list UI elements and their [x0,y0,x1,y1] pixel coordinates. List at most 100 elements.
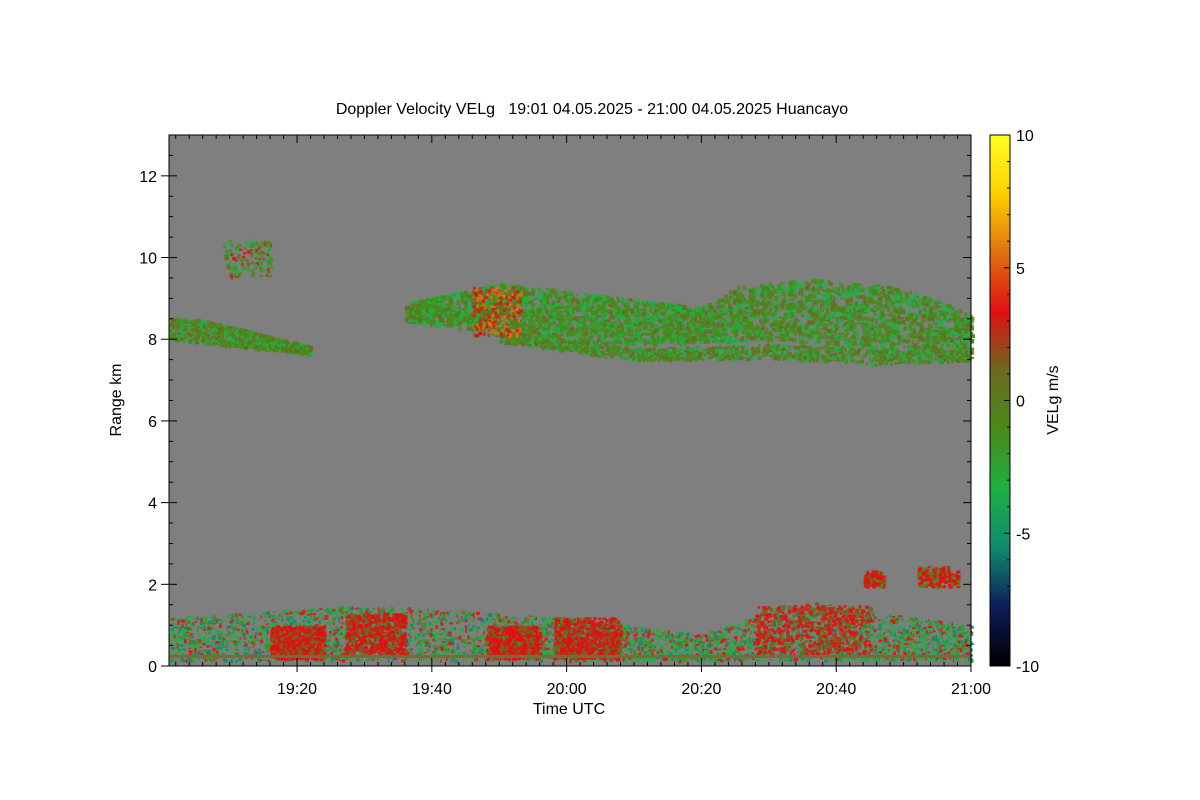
echo-pixel [916,345,922,350]
echo-pixel [277,344,281,348]
echo-pixel [199,322,203,326]
echo-pixel [898,304,903,307]
echo-pixel [732,299,737,305]
echo-pixel [227,266,232,270]
echo-pixel [238,329,242,333]
echo-pixel [752,291,757,295]
echo-pixel [235,336,240,341]
echo-pixel [487,324,491,329]
echo-pixel [276,337,280,341]
echo-pixel [538,321,542,325]
echo-pixel [232,266,237,271]
echo-pixel [538,299,542,302]
echo-pixel [874,339,880,343]
echo-pixel [255,347,258,351]
echo-pixel [905,294,909,299]
echo-pixel [272,349,275,353]
echo-pixel [934,337,940,342]
echo-pixel [569,330,575,336]
echo-pixel [596,340,599,345]
echo-pixel [775,335,780,339]
echo-pixel [209,338,212,342]
echo-pixel [792,285,797,290]
echo-pixel [925,310,930,315]
echo-pixel [821,303,825,307]
echo-pixel [602,342,605,345]
echo-pixel [171,336,175,341]
echo-pixel [700,336,705,340]
echo-pixel [618,328,622,332]
echo-pixel [603,323,607,327]
echo-pixel [175,325,179,329]
echo-pixel [536,331,541,335]
echo-pixel [244,258,247,262]
echo-pixel [910,327,916,332]
echo-pixel [733,329,738,334]
echo-pixel [923,306,927,312]
echo-pixel [233,334,236,338]
echo-pixel [585,297,589,301]
echo-pixel [304,345,308,349]
echo-pixel [933,323,938,326]
echo-pixel [222,324,227,328]
echo-pixel [819,314,823,317]
echo-pixel [883,304,888,309]
echo-pixel [643,338,647,342]
echo-pixel [184,330,187,334]
echo-pixel [260,241,264,245]
echo-pixel [228,239,232,243]
echo-pixel [929,305,932,309]
echo-pixel [285,350,288,353]
echo-pixel [663,318,666,322]
echo-pixel [922,314,926,319]
echo-pixel [255,248,258,253]
echo-pixel [537,326,542,330]
echo-pixel [246,264,249,269]
echo-pixel [681,322,686,325]
echo-pixel [232,253,235,256]
echo-pixel [247,244,251,248]
echo-pixel [774,327,778,333]
echo-pixel [909,299,912,304]
echo-pixel [678,307,681,312]
echo-pixel [887,326,892,330]
echo-pixel [550,305,555,309]
echo-pixel [887,313,890,317]
echo-pixel [554,306,559,309]
echo-pixel [878,292,882,297]
echo-pixel [448,301,454,307]
echo-pixel [442,295,446,300]
echo-pixel [221,333,226,337]
echo-pixel [857,290,861,296]
echo-pixel [281,340,286,343]
echo-pixel [856,305,861,311]
echo-pixel [562,329,566,335]
echo-pixel [228,241,233,246]
echo-pixel [711,339,716,343]
echo-pixel [183,332,187,336]
echo-pixel [558,293,563,297]
echo-pixel [915,322,920,325]
echo-pixel [690,319,693,324]
echo-pixel [916,325,919,328]
echo-pixel [686,338,689,342]
echo-pixel [262,335,266,339]
echo-pixel [540,317,543,320]
echo-pixel [704,305,710,308]
echo-pixel [303,346,306,350]
echo-pixel [867,344,871,348]
echo-pixel [227,251,232,256]
echo-pixel [881,338,886,342]
echo-pixel [241,265,246,270]
echo-pixel [947,307,951,312]
echo-pixel [839,288,843,291]
echo-pixel [729,315,734,319]
echo-pixel [966,343,971,349]
echo-pixel [183,320,188,325]
echo-pixel [244,241,248,245]
echo-pixel [182,323,186,326]
echo-pixel [814,279,818,284]
echo-pixel [239,271,242,276]
echo-pixel [254,332,258,337]
echo-pixel [822,333,827,336]
